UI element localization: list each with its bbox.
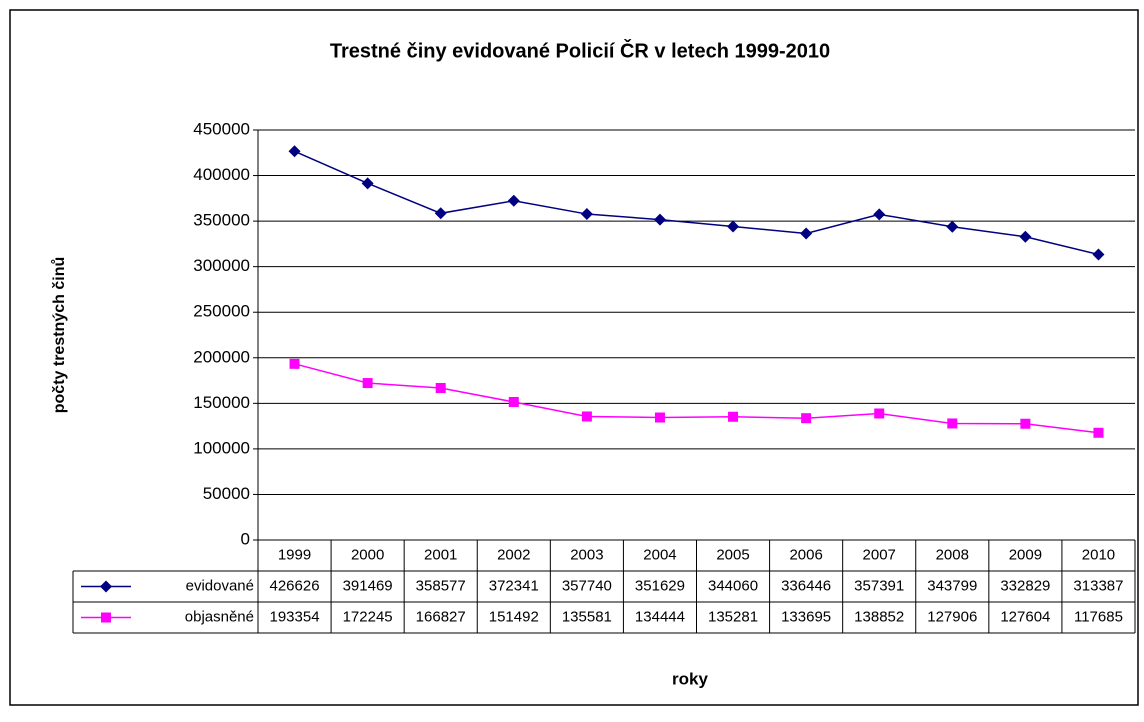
table-value: 127604 (1000, 608, 1050, 625)
data-point (874, 408, 885, 419)
y-tick-label: 450000 (193, 119, 250, 138)
data-point (653, 213, 666, 226)
data-point (289, 358, 300, 369)
table-value: 135581 (562, 608, 612, 625)
data-point (288, 145, 301, 158)
x-tick-label: 2008 (936, 546, 969, 563)
x-tick-label: 2004 (643, 546, 676, 563)
x-tick-label: 1999 (278, 546, 311, 563)
data-point (1092, 248, 1105, 261)
x-tick-label: 2003 (570, 546, 603, 563)
y-tick-label: 50000 (203, 484, 250, 503)
data-point (801, 413, 812, 424)
table-value: 357740 (562, 577, 612, 594)
table-value: 351629 (635, 577, 685, 594)
table-value: 344060 (708, 577, 758, 594)
data-point (361, 177, 374, 190)
x-tick-label: 2006 (789, 546, 822, 563)
table-value: 343799 (927, 577, 977, 594)
y-tick-label: 100000 (193, 438, 250, 457)
table-value: 391469 (343, 577, 393, 594)
table-value: 166827 (416, 608, 466, 625)
x-tick-label: 2001 (424, 546, 457, 563)
data-point (581, 411, 592, 422)
table-value: 117685 (1074, 608, 1123, 625)
data-point (946, 220, 959, 233)
table-value: 135281 (708, 608, 758, 625)
table-value: 332829 (1000, 577, 1050, 594)
data-point (728, 411, 739, 422)
table-value: 193354 (270, 608, 320, 625)
data-point (362, 378, 373, 389)
table-value: 172245 (343, 608, 393, 625)
legend-marker (101, 612, 111, 623)
y-tick-label: 200000 (193, 347, 250, 366)
x-tick-label: 2010 (1082, 546, 1115, 563)
table-value: 426626 (270, 577, 320, 594)
table-value: 133695 (781, 608, 831, 625)
data-point (507, 194, 520, 207)
legend-label: evidované (186, 577, 254, 594)
table-value: 336446 (781, 577, 831, 594)
x-tick-label: 2002 (497, 546, 530, 563)
data-point (873, 208, 886, 221)
data-point (1020, 418, 1031, 429)
y-tick-label: 150000 (193, 393, 250, 412)
data-point (800, 227, 813, 240)
y-tick-label: 250000 (193, 302, 250, 321)
y-tick-label: 350000 (193, 211, 250, 230)
table-value: 313387 (1073, 577, 1123, 594)
table-value: 151492 (489, 608, 539, 625)
legend-marker (100, 580, 112, 593)
data-point (1093, 427, 1104, 438)
table-value: 357391 (854, 577, 904, 594)
series-line (294, 363, 1099, 434)
chart-title: Trestné činy evidované Policií ČR v lete… (330, 38, 830, 62)
table-value: 127906 (927, 608, 977, 625)
x-tick-label: 2000 (351, 546, 384, 563)
table-value: 138852 (854, 608, 904, 625)
y-axis-label: počty trestných činů (51, 257, 68, 413)
data-point (434, 207, 447, 220)
y-tick-label: 400000 (193, 165, 250, 184)
legend-label: objasněné (185, 608, 254, 625)
x-axis-label: roky (672, 669, 708, 688)
series-line (294, 150, 1099, 256)
x-tick-label: 2007 (863, 546, 896, 563)
table-value: 372341 (489, 577, 539, 594)
data-point (1019, 230, 1032, 243)
data-point (654, 412, 665, 423)
data-point (727, 220, 740, 233)
table-value: 358577 (416, 577, 466, 594)
data-point (580, 208, 593, 221)
x-tick-label: 2009 (1009, 546, 1042, 563)
x-tick-label: 2005 (716, 546, 749, 563)
y-tick-label: 0 (241, 529, 250, 548)
table-value: 134444 (635, 608, 685, 625)
data-point (435, 383, 446, 394)
data-point (508, 396, 519, 407)
data-point (947, 418, 958, 429)
y-tick-label: 300000 (193, 256, 250, 275)
